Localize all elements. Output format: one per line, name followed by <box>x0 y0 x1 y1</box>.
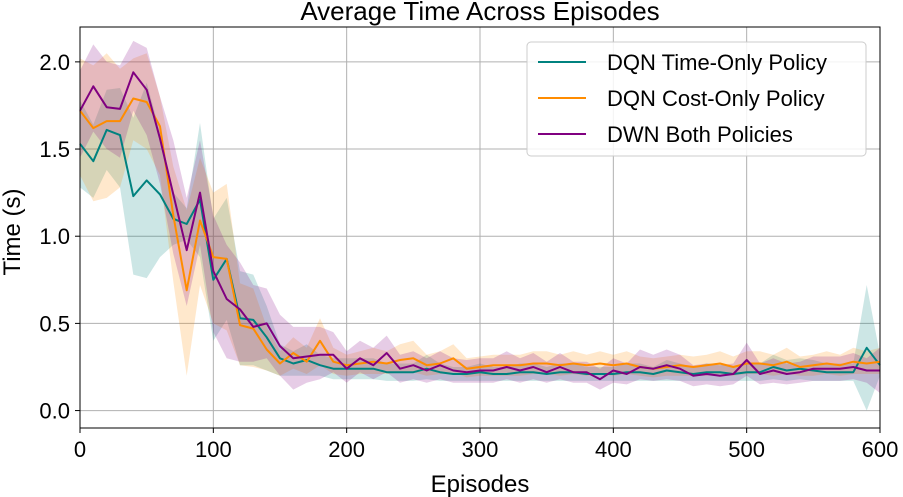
legend: DQN Time-Only Policy DQN Cost-Only Policy… <box>526 41 867 157</box>
y-tick-label: 0.5 <box>39 311 70 336</box>
x-tick-label: 500 <box>728 437 765 462</box>
x-tick-label: 0 <box>74 437 86 462</box>
y-tick-label: 0.0 <box>39 399 70 424</box>
y-tick-label: 1.0 <box>39 224 70 249</box>
x-tick-label: 400 <box>595 437 632 462</box>
series-band-0 <box>80 82 880 411</box>
legend-label-0: DQN Time-Only Policy <box>607 50 827 75</box>
confidence-bands <box>80 40 880 411</box>
series-line-0 <box>79 128 881 375</box>
y-tick-label: 2.0 <box>39 50 70 75</box>
series-line-1 <box>79 97 881 370</box>
chart-title: Average Time Across Episodes <box>300 0 659 26</box>
x-tick-label: 100 <box>195 437 232 462</box>
x-tick-label: 200 <box>328 437 365 462</box>
series-line-2 <box>79 71 880 381</box>
axis-ticks: 0 100 200 300 400 500 600 0.0 0.5 1.0 1.5 2.0 <box>39 50 898 462</box>
legend-label-2: DWN Both Policies <box>607 122 793 147</box>
y-axis-title: Time (s) <box>0 188 26 275</box>
series-lines <box>79 71 881 381</box>
legend-box <box>526 41 867 157</box>
x-tick-label: 300 <box>462 437 499 462</box>
x-axis-title: Episodes <box>431 471 530 497</box>
y-tick-label: 1.5 <box>39 137 70 162</box>
x-tick-label: 600 <box>862 437 899 462</box>
legend-label-1: DQN Cost-Only Policy <box>607 86 825 111</box>
